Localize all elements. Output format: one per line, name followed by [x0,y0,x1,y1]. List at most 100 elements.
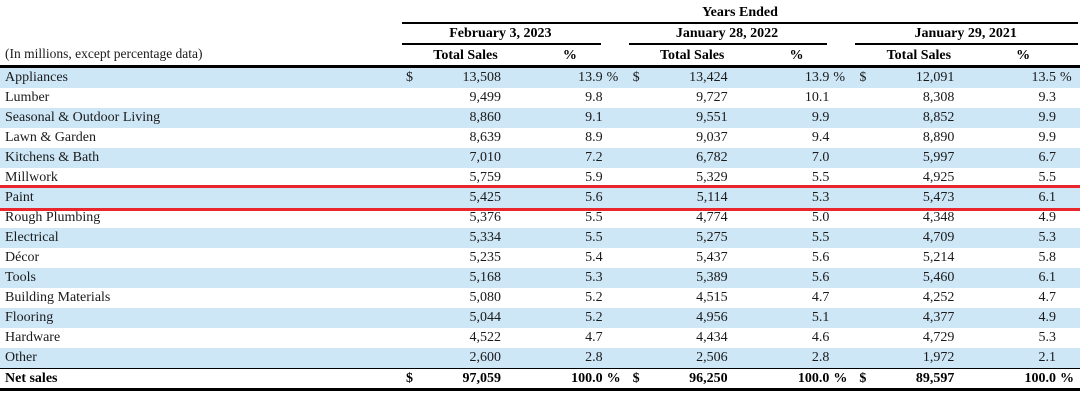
total-sales-cell: 5,389 [627,268,758,288]
percent-sign [829,268,849,288]
dollar-sign: $ [632,70,640,85]
row-label: Flooring [5,310,54,325]
dollar-sign: $ [406,371,413,386]
percent-value: 5.3 [811,190,830,205]
total-sales-cell: 4,729 [853,328,984,348]
percent-cell: 5.3 [984,228,1080,248]
percent-sign [1056,288,1076,308]
table-row: Paint 5,425 5.6 5,114 5.3 5,473 6.1 [0,185,1080,211]
period-values-cell: $ 12,091 13.5 % [853,68,1080,88]
period-values-cell: 8,852 9.9 [853,108,1080,128]
row-label: Millwork [5,170,58,185]
total-sales-cell: 6,782 [627,148,758,168]
period-date-label: January 29, 2021 [914,26,1017,41]
sales-value: 9,037 [696,130,728,145]
percent-header: % [789,48,804,63]
row-label: Lawn & Garden [5,130,96,145]
total-sales-cell: $ 97,059 [400,369,531,388]
percent-cell: 9.9 [984,128,1080,148]
percent-header: % [1016,48,1031,63]
percent-value: 5.1 [811,310,830,325]
percent-cell: 5.8 [984,248,1080,268]
period-values-cell: 5,389 5.6 [627,268,854,288]
total-sales-cell: 5,114 [627,188,758,208]
total-sales-cell: 8,852 [853,108,984,128]
percent-sign [829,308,849,328]
percent-value: 8.9 [585,130,603,145]
units-note: (In millions, except percentage data) [5,46,203,61]
percent-value: 13.5 [1031,70,1057,85]
sales-value: 8,890 [922,130,955,145]
dollar-sign: $ [859,70,867,85]
period-values-cell: 5,114 5.3 [627,188,854,208]
total-sales-cell: 4,348 [853,208,984,228]
period-date-rule [402,43,601,45]
table-row: Kitchens & Bath 7,010 7.2 6,782 7.0 5,99… [0,148,1080,168]
percent-value: 5.6 [811,250,830,265]
percent-sign [829,288,849,308]
row-label: Building Materials [5,290,111,305]
percent-sign [1056,208,1076,228]
percent-cell: 13.5 % [984,68,1080,88]
total-sales-cell: $ 13,424 [627,68,758,88]
total-sales-cell: 1,972 [853,348,984,368]
percent-sign [1056,108,1076,128]
percent-cell: 5.4 [531,248,627,268]
total-sales-cell: 4,709 [853,228,984,248]
percent-value: 5.8 [1038,250,1057,265]
percent-cell: 13.9 % [758,68,854,88]
period-values-cell: 5,759 5.9 [400,168,627,188]
total-sales-cell: 9,499 [400,88,531,108]
period-header: February 3, 2023 Total Sales % [400,24,627,65]
table-row: Hardware 4,522 4.7 4,434 4.6 4,729 5.3 [0,328,1080,348]
percent-sign [829,168,849,188]
sales-value: 8,860 [469,110,502,125]
total-sales-cell: 4,434 [627,328,758,348]
row-label: Paint [5,190,34,205]
sales-value: 1,972 [922,350,955,365]
row-label: Rough Plumbing [5,210,101,225]
sales-value: 5,044 [469,310,502,325]
period-headers: February 3, 2023 Total Sales % January 2… [400,24,1080,65]
table-row: Other 2,600 2.8 2,506 2.8 1,972 2.1 [0,348,1080,368]
percent-value: 10.1 [804,90,830,105]
percent-sign [1056,88,1076,108]
table-row: Net sales $ 97,059 100.0 % $ 96,250 100.… [0,368,1080,388]
bottom-divider-rule [0,388,1080,391]
sales-value: 97,059 [462,371,502,386]
percent-sign: % [606,70,619,85]
total-sales-cell: 7,010 [400,148,531,168]
percent-sign: % [1060,70,1072,85]
total-sales-cell: 5,334 [400,228,531,248]
percent-sign [603,268,623,288]
percent-value: 5.2 [585,290,603,305]
period-date-label: February 3, 2023 [449,26,552,41]
total-sales-cell: 8,890 [853,128,984,148]
table-row: Seasonal & Outdoor Living 8,860 9.1 9,55… [0,108,1080,128]
period-values-cell: 4,522 4.7 [400,328,627,348]
period-values-cell: 9,727 10.1 [627,88,854,108]
percent-cell: 9.9 [984,108,1080,128]
total-sales-cell: 5,437 [627,248,758,268]
total-sales-cell: $ 89,597 [853,369,984,388]
sales-value: 6,782 [696,150,728,165]
sales-value: 5,759 [469,170,502,185]
percent-cell: 10.1 [758,88,854,108]
percent-cell: 5.0 [758,208,854,228]
period-values-cell: 4,709 5.3 [853,228,1080,248]
percent-sign [603,128,623,148]
percent-sign: % [833,70,846,85]
percent-cell: 9.9 [758,108,854,128]
percent-cell: 4.7 [531,328,627,348]
total-sales-cell: 5,044 [400,308,531,328]
period-values-cell: 4,774 5.0 [627,208,854,228]
percent-cell: 6.1 [984,268,1080,288]
sales-value: 4,348 [922,210,955,225]
percent-cell: 4.6 [758,328,854,348]
percent-value: 9.9 [1038,110,1057,125]
period-values-cell: 4,925 5.5 [853,168,1080,188]
row-label: Kitchens & Bath [5,150,100,165]
table-row: Appliances $ 13,508 13.9 % $ 13,424 13.9… [0,68,1080,88]
total-sales-cell: 9,037 [627,128,758,148]
percent-value: 5.3 [585,270,603,285]
